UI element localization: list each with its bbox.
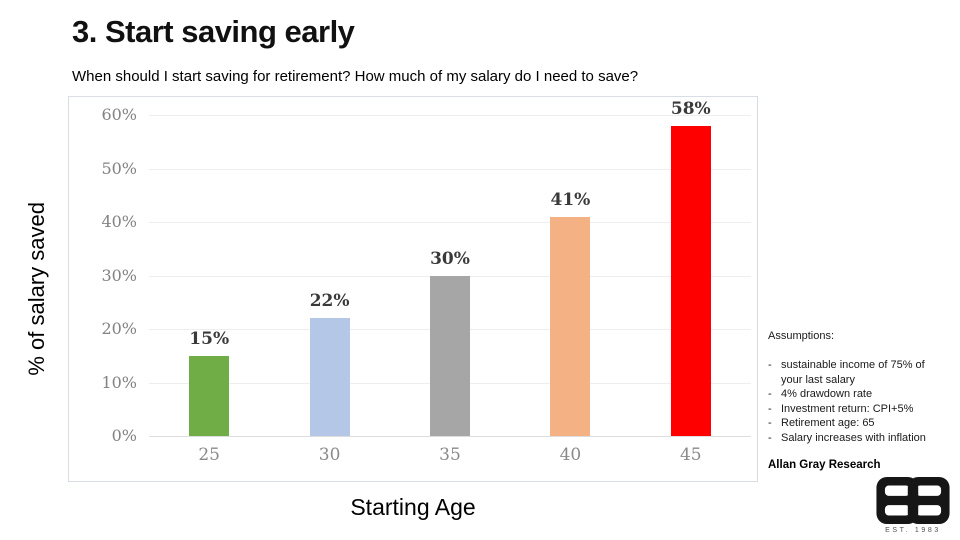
bullet-dash: - <box>768 402 772 415</box>
y-gridline <box>149 222 751 223</box>
y-tick-label: 50% <box>101 158 137 178</box>
eb-monogram-icon <box>876 477 950 524</box>
assumption-text: 4% drawdown rate <box>781 388 873 400</box>
y-tick-label: 60% <box>101 105 137 124</box>
assumptions-panel: Assumptions: - sustainable income of 75% … <box>768 330 948 471</box>
assumption-text: Retirement age: 65 <box>781 417 875 429</box>
y-axis-title: % of salary saved <box>14 96 60 482</box>
bar-age-40 <box>550 216 591 436</box>
logo-est-label: EST. 1983 <box>885 527 941 534</box>
y-gridline <box>149 168 751 170</box>
bar-age-35 <box>430 275 470 436</box>
bar-age-30 <box>309 318 350 436</box>
x-tick-label: 40 <box>559 445 582 465</box>
assumptions-heading: Assumptions: <box>768 330 835 342</box>
source-attribution: Allan Gray Research <box>768 459 881 471</box>
bar-chart: 0% 10% 20% 30% 40% 50% 60% 15% 25 22% 30 30% 35 41% 40… <box>68 96 758 482</box>
bar-age-45 <box>670 125 711 436</box>
bar-value-label: 58% <box>670 98 711 119</box>
x-tick-label: 25 <box>198 445 220 465</box>
bar-value-label: 41% <box>550 189 591 210</box>
y-gridline <box>149 115 751 116</box>
bullet-dash: - <box>768 359 772 371</box>
bar-value-label: 15% <box>189 328 230 349</box>
assumption-text: Salary increases with inflation <box>781 431 926 444</box>
y-tick-label: 40% <box>101 212 137 231</box>
bar-age-25 <box>189 355 230 436</box>
y-tick-label: 20% <box>101 319 137 338</box>
page-title: 3. Start saving early <box>72 14 355 49</box>
x-tick-label: 45 <box>679 445 702 465</box>
eb-monogram-logo: EST. 1983 <box>874 477 952 534</box>
assumption-item: - sustainable income of 75% of your last … <box>768 358 948 387</box>
assumption-text: Investment return: CPI+5% <box>781 402 914 415</box>
assumptions-list: - sustainable income of 75% of your last … <box>768 358 948 445</box>
x-axis-line <box>149 436 751 437</box>
bar-value-label: 22% <box>309 291 350 312</box>
x-tick-label: 30 <box>318 445 341 465</box>
bullet-dash: - <box>768 388 772 400</box>
y-axis-title-text: % of salary saved <box>24 202 49 376</box>
assumption-item: - Investment return: CPI+5% <box>768 402 948 417</box>
bullet-dash: - <box>768 417 772 429</box>
y-tick-label: 0% <box>111 426 137 445</box>
y-tick-label: 30% <box>101 265 137 285</box>
bullet-dash: - <box>768 431 772 444</box>
assumption-item: - Retirement age: 65 <box>768 416 948 431</box>
x-axis-title: Starting Age <box>350 494 476 520</box>
x-tick-label: 35 <box>439 445 461 465</box>
assumption-item: -4% drawdown rate <box>768 387 948 402</box>
bar-value-label: 30% <box>430 248 470 269</box>
y-tick-label: 10% <box>101 372 137 392</box>
assumption-item: - Salary increases with inflation <box>768 431 948 446</box>
assumption-text: sustainable income of 75% of your last s… <box>781 359 925 386</box>
slide-subtitle: When should I start saving for retiremen… <box>72 68 639 85</box>
